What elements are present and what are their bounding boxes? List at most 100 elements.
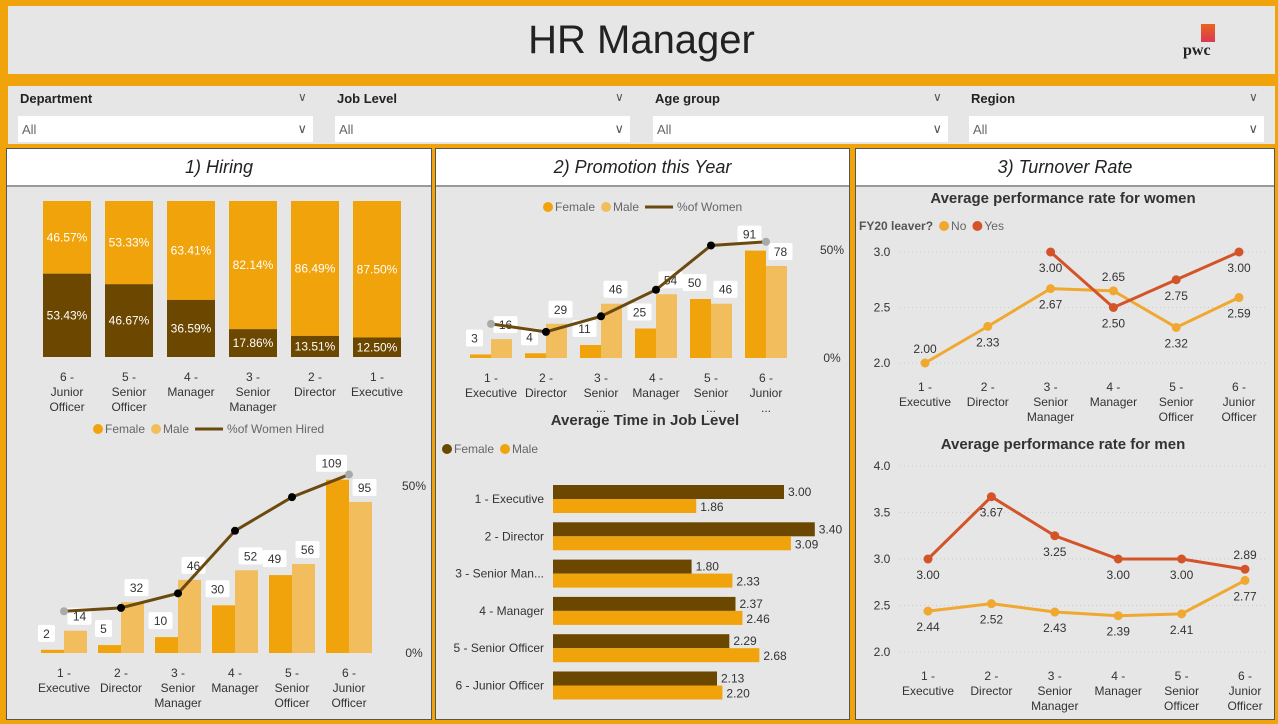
axis-label: 6 - (60, 370, 74, 384)
axis-label: 3 - (1044, 380, 1058, 394)
bar-male (553, 536, 791, 551)
axis-label: Manager (1027, 410, 1074, 424)
axis-label: Senior (694, 386, 729, 400)
axis-label: 5 - (1169, 380, 1183, 394)
legend-label: Yes (984, 219, 1004, 233)
data-label: 2.67 (1039, 298, 1063, 312)
line-point (1050, 531, 1060, 541)
line-point (1171, 275, 1181, 285)
filter-dropdown-department[interactable]: All ∨ (18, 116, 313, 142)
dropdown-value: All (973, 122, 988, 137)
legend-dot-icon (93, 424, 103, 434)
axis-label: Junior (1223, 395, 1256, 409)
axis-label: ... (706, 401, 716, 415)
filter-label: Age group (655, 91, 720, 106)
data-label: 91 (743, 228, 757, 242)
axis-label: Senior (1159, 395, 1194, 409)
data-label: 87.50% (357, 262, 398, 276)
line-point (986, 492, 996, 502)
data-label-bg (295, 540, 320, 558)
line-point (60, 607, 68, 616)
y-tick: 3.0 (874, 552, 891, 566)
data-label: 2.44 (916, 620, 940, 634)
data-label: 5 (100, 622, 107, 636)
axis-label: 3 - (1048, 669, 1062, 683)
axis-label: 4 - (649, 371, 663, 385)
turnover-panel: 3) Turnover Rate (855, 148, 1275, 720)
y2-tick: 50% (820, 243, 844, 257)
data-label: 30 (211, 582, 225, 596)
axis-label: Executive (351, 385, 403, 399)
axis-label: Senior (112, 385, 147, 399)
line-point (174, 589, 182, 598)
data-label: 1.86 (700, 500, 724, 514)
bar-male (553, 648, 760, 663)
line-series-women-pct (63, 473, 350, 613)
chart-title: Average performance rate for men (941, 436, 1186, 453)
line-point (1240, 575, 1250, 585)
data-label-bg (466, 329, 483, 347)
filter-bar: Department ∨ All ∨ Job Level ∨ All ∨ Age gro… (8, 86, 1275, 144)
legend-dot-icon (601, 202, 612, 212)
panel-title: 2) Promotion this Year (436, 149, 849, 187)
bar-male (43, 273, 91, 357)
legend-dot-icon (939, 221, 950, 231)
line-point (597, 312, 605, 321)
bar-female (43, 201, 91, 274)
legend-label: No (951, 219, 967, 233)
data-label: 14 (73, 610, 87, 624)
filter-dropdown-region[interactable]: All ∨ (969, 116, 1264, 142)
axis-label: Manager (229, 400, 276, 414)
line-series-yes (926, 494, 1246, 571)
data-label-bg (316, 454, 347, 472)
data-label: 109 (321, 457, 341, 471)
axis-label: 6 - (342, 666, 356, 680)
bar-male (656, 294, 677, 358)
collapse-chevron-icon[interactable]: ∨ (298, 90, 307, 104)
collapse-chevron-icon[interactable]: ∨ (615, 90, 624, 104)
bar-female (105, 201, 153, 285)
data-label-bg (352, 478, 377, 496)
legend-dot-icon (500, 444, 511, 454)
data-label: 3.00 (1107, 568, 1131, 582)
data-label: 3.40 (819, 522, 843, 536)
axis-label: Officer (1164, 699, 1199, 713)
data-label-bg (38, 624, 55, 642)
filter-dropdown-age-group[interactable]: All ∨ (653, 116, 948, 142)
collapse-chevron-icon[interactable]: ∨ (933, 90, 942, 104)
axis-label: 2 - Director (485, 529, 544, 543)
bar-male (229, 329, 277, 357)
data-label: 49 (268, 552, 282, 566)
data-label: 78 (774, 245, 788, 259)
axis-label: Manager (167, 385, 214, 399)
bar-female (155, 637, 178, 653)
data-label: 12.50% (357, 340, 398, 354)
axis-label: 2 - (114, 666, 128, 680)
axis-label: 4 - (1111, 669, 1125, 683)
axis-label: Junior (1229, 684, 1262, 698)
data-label: 2.50 (1102, 317, 1126, 331)
data-label: 2 (43, 627, 50, 641)
collapse-chevron-icon[interactable]: ∨ (1249, 90, 1258, 104)
data-label: 52 (244, 549, 258, 563)
filter-dropdown-job-level[interactable]: All ∨ (335, 116, 630, 142)
axis-label: 4 - Manager (479, 604, 544, 618)
axis-label: 6 - Junior Officer (456, 679, 544, 693)
line-point (1046, 284, 1056, 294)
axis-label: 2 - (984, 669, 998, 683)
data-label: 2.33 (736, 575, 760, 589)
axis-label: 6 - (1232, 380, 1246, 394)
page-title: HR Manager (528, 18, 755, 62)
bar-female (745, 250, 766, 358)
legend-label: %of Women Hired (227, 422, 324, 436)
axis-label: Officer (331, 696, 366, 710)
bar-female (291, 201, 339, 336)
data-label: 95 (358, 481, 372, 495)
axis-label: Junior (51, 385, 84, 399)
line-point (1234, 293, 1244, 303)
data-label-bg (737, 225, 762, 243)
axis-label: 2 - (981, 380, 995, 394)
panel-title: 3) Turnover Rate (856, 149, 1274, 187)
data-label-bg (238, 547, 263, 565)
